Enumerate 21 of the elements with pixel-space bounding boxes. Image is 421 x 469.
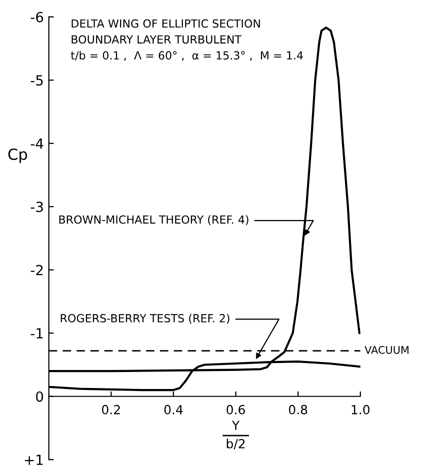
y-tick-label: 0 bbox=[36, 391, 44, 402]
x-tick-label: 0.8 bbox=[288, 404, 308, 414]
annotation: t/b = 0.1 , Λ = 60° , α = 15.3° , M = 1.4 bbox=[70, 50, 303, 61]
y-axis-title: Cp bbox=[8, 148, 28, 163]
annotation: BOUNDARY LAYER TURBULENT bbox=[72, 35, 242, 44]
ref-line-label: VACUUM bbox=[364, 346, 408, 354]
y-tick-label: -5 bbox=[30, 75, 43, 86]
x-tick-label: 1.0 bbox=[352, 404, 370, 414]
y-tick-label: -6 bbox=[30, 12, 44, 22]
x-tick-label: 0.2 bbox=[102, 404, 120, 414]
x-tick-label: 0.6 bbox=[226, 404, 245, 414]
x-tick-label: 0.4 bbox=[164, 404, 183, 414]
annotation: ROGERS-BERRY TESTS (REF. 2) bbox=[60, 314, 230, 324]
y-tick-label: -2 bbox=[30, 264, 43, 276]
y-tick-label: +1 bbox=[24, 454, 43, 465]
annotation: DELTA WING OF ELLIPTIC SECTION bbox=[72, 19, 260, 28]
y-tick-label: -4 bbox=[30, 138, 44, 149]
y-tick-label: -1 bbox=[30, 328, 43, 338]
x-axis-title: Y b/2 bbox=[226, 420, 245, 450]
y-tick-label: -3 bbox=[30, 202, 43, 212]
annotation: BROWN-MICHAEL THEORY (REF. 4) bbox=[59, 215, 248, 226]
